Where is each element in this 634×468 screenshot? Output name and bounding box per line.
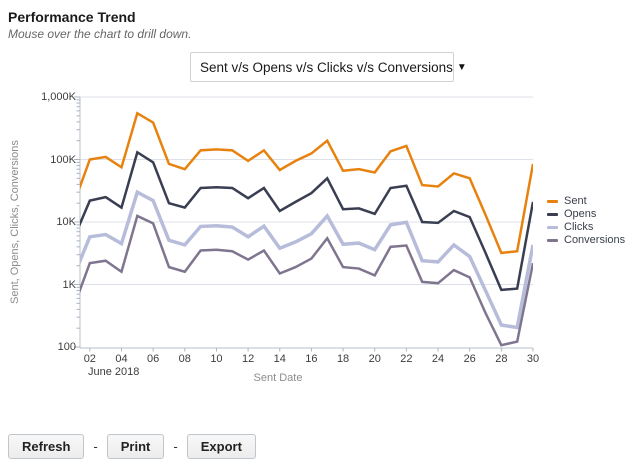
x-axis-tick-label: 28 bbox=[495, 353, 508, 365]
legend-label: Conversions bbox=[564, 233, 626, 246]
x-axis-tick-label: 18 bbox=[336, 353, 350, 365]
legend-item-opens: Opens bbox=[547, 207, 625, 220]
legend-item-clicks: Clicks bbox=[547, 220, 625, 233]
chevron-down-icon: ▼ bbox=[456, 61, 467, 73]
page-subtitle: Mouse over the chart to drill down. bbox=[8, 27, 192, 41]
legend-swatch-icon bbox=[547, 225, 558, 229]
x-axis-tick-label: 30 bbox=[526, 353, 540, 365]
x-axis-tick-label: 20 bbox=[368, 353, 381, 365]
x-axis-tick-label: 12 bbox=[241, 353, 255, 365]
series-line-sent[interactable] bbox=[74, 111, 533, 255]
footer-toolbar: Refresh - Print - Export bbox=[8, 434, 256, 459]
legend-swatch-icon bbox=[547, 199, 558, 203]
y-axis-tick-label: 10K bbox=[56, 216, 76, 228]
legend-item-conversions: Conversions bbox=[547, 233, 626, 246]
x-axis-tick-label: 06 bbox=[147, 353, 160, 365]
x-axis-tick-label: 16 bbox=[305, 353, 318, 365]
y-axis-tick-label: 1K bbox=[62, 278, 76, 291]
y-axis-tick-label: 100 bbox=[57, 341, 76, 353]
series-line-conversions[interactable] bbox=[74, 214, 533, 347]
metric-selector-dropdown[interactable]: Sent v/s Opens v/s Clicks v/s Conversion… bbox=[190, 52, 467, 82]
button-separator: - bbox=[93, 439, 98, 454]
x-axis-tick-label: 04 bbox=[115, 353, 128, 365]
legend-label: Sent bbox=[564, 194, 587, 207]
x-axis-tick-label: 22 bbox=[400, 353, 413, 365]
x-axis-tick-label: 26 bbox=[463, 353, 476, 365]
trend-line-chart[interactable] bbox=[0, 0, 634, 400]
y-axis-tick-label: 1,000K bbox=[41, 91, 76, 103]
metric-selector-value: Sent v/s Opens v/s Clicks v/s Conversion… bbox=[200, 59, 453, 75]
print-button[interactable]: Print bbox=[106, 434, 165, 459]
legend-swatch-icon bbox=[547, 212, 558, 216]
x-axis-tick-label: 08 bbox=[178, 353, 191, 365]
series-line-opens[interactable] bbox=[74, 150, 533, 292]
legend-swatch-icon bbox=[547, 238, 558, 242]
page-title: Performance Trend bbox=[8, 9, 136, 25]
refresh-button[interactable]: Refresh bbox=[8, 434, 85, 459]
legend-item-sent: Sent bbox=[547, 194, 625, 207]
x-axis-title: Sent Date bbox=[253, 372, 303, 384]
button-separator: - bbox=[173, 439, 178, 454]
y-axis-tick-label: 100K bbox=[50, 153, 76, 166]
x-axis-tick-label: 14 bbox=[273, 353, 286, 365]
x-axis-tick-label: 24 bbox=[431, 353, 445, 365]
export-button[interactable]: Export bbox=[186, 434, 256, 459]
x-axis-tick-label: 10 bbox=[210, 353, 223, 365]
legend-label: Opens bbox=[564, 207, 597, 220]
legend-label: Clicks bbox=[564, 220, 594, 233]
series-line-clicks[interactable] bbox=[74, 189, 533, 330]
x-axis-tick-label: 02 bbox=[83, 353, 96, 365]
x-axis-context-label: June 2018 bbox=[88, 366, 140, 378]
legend: Sent Opens Clicks Conversions bbox=[547, 194, 626, 246]
